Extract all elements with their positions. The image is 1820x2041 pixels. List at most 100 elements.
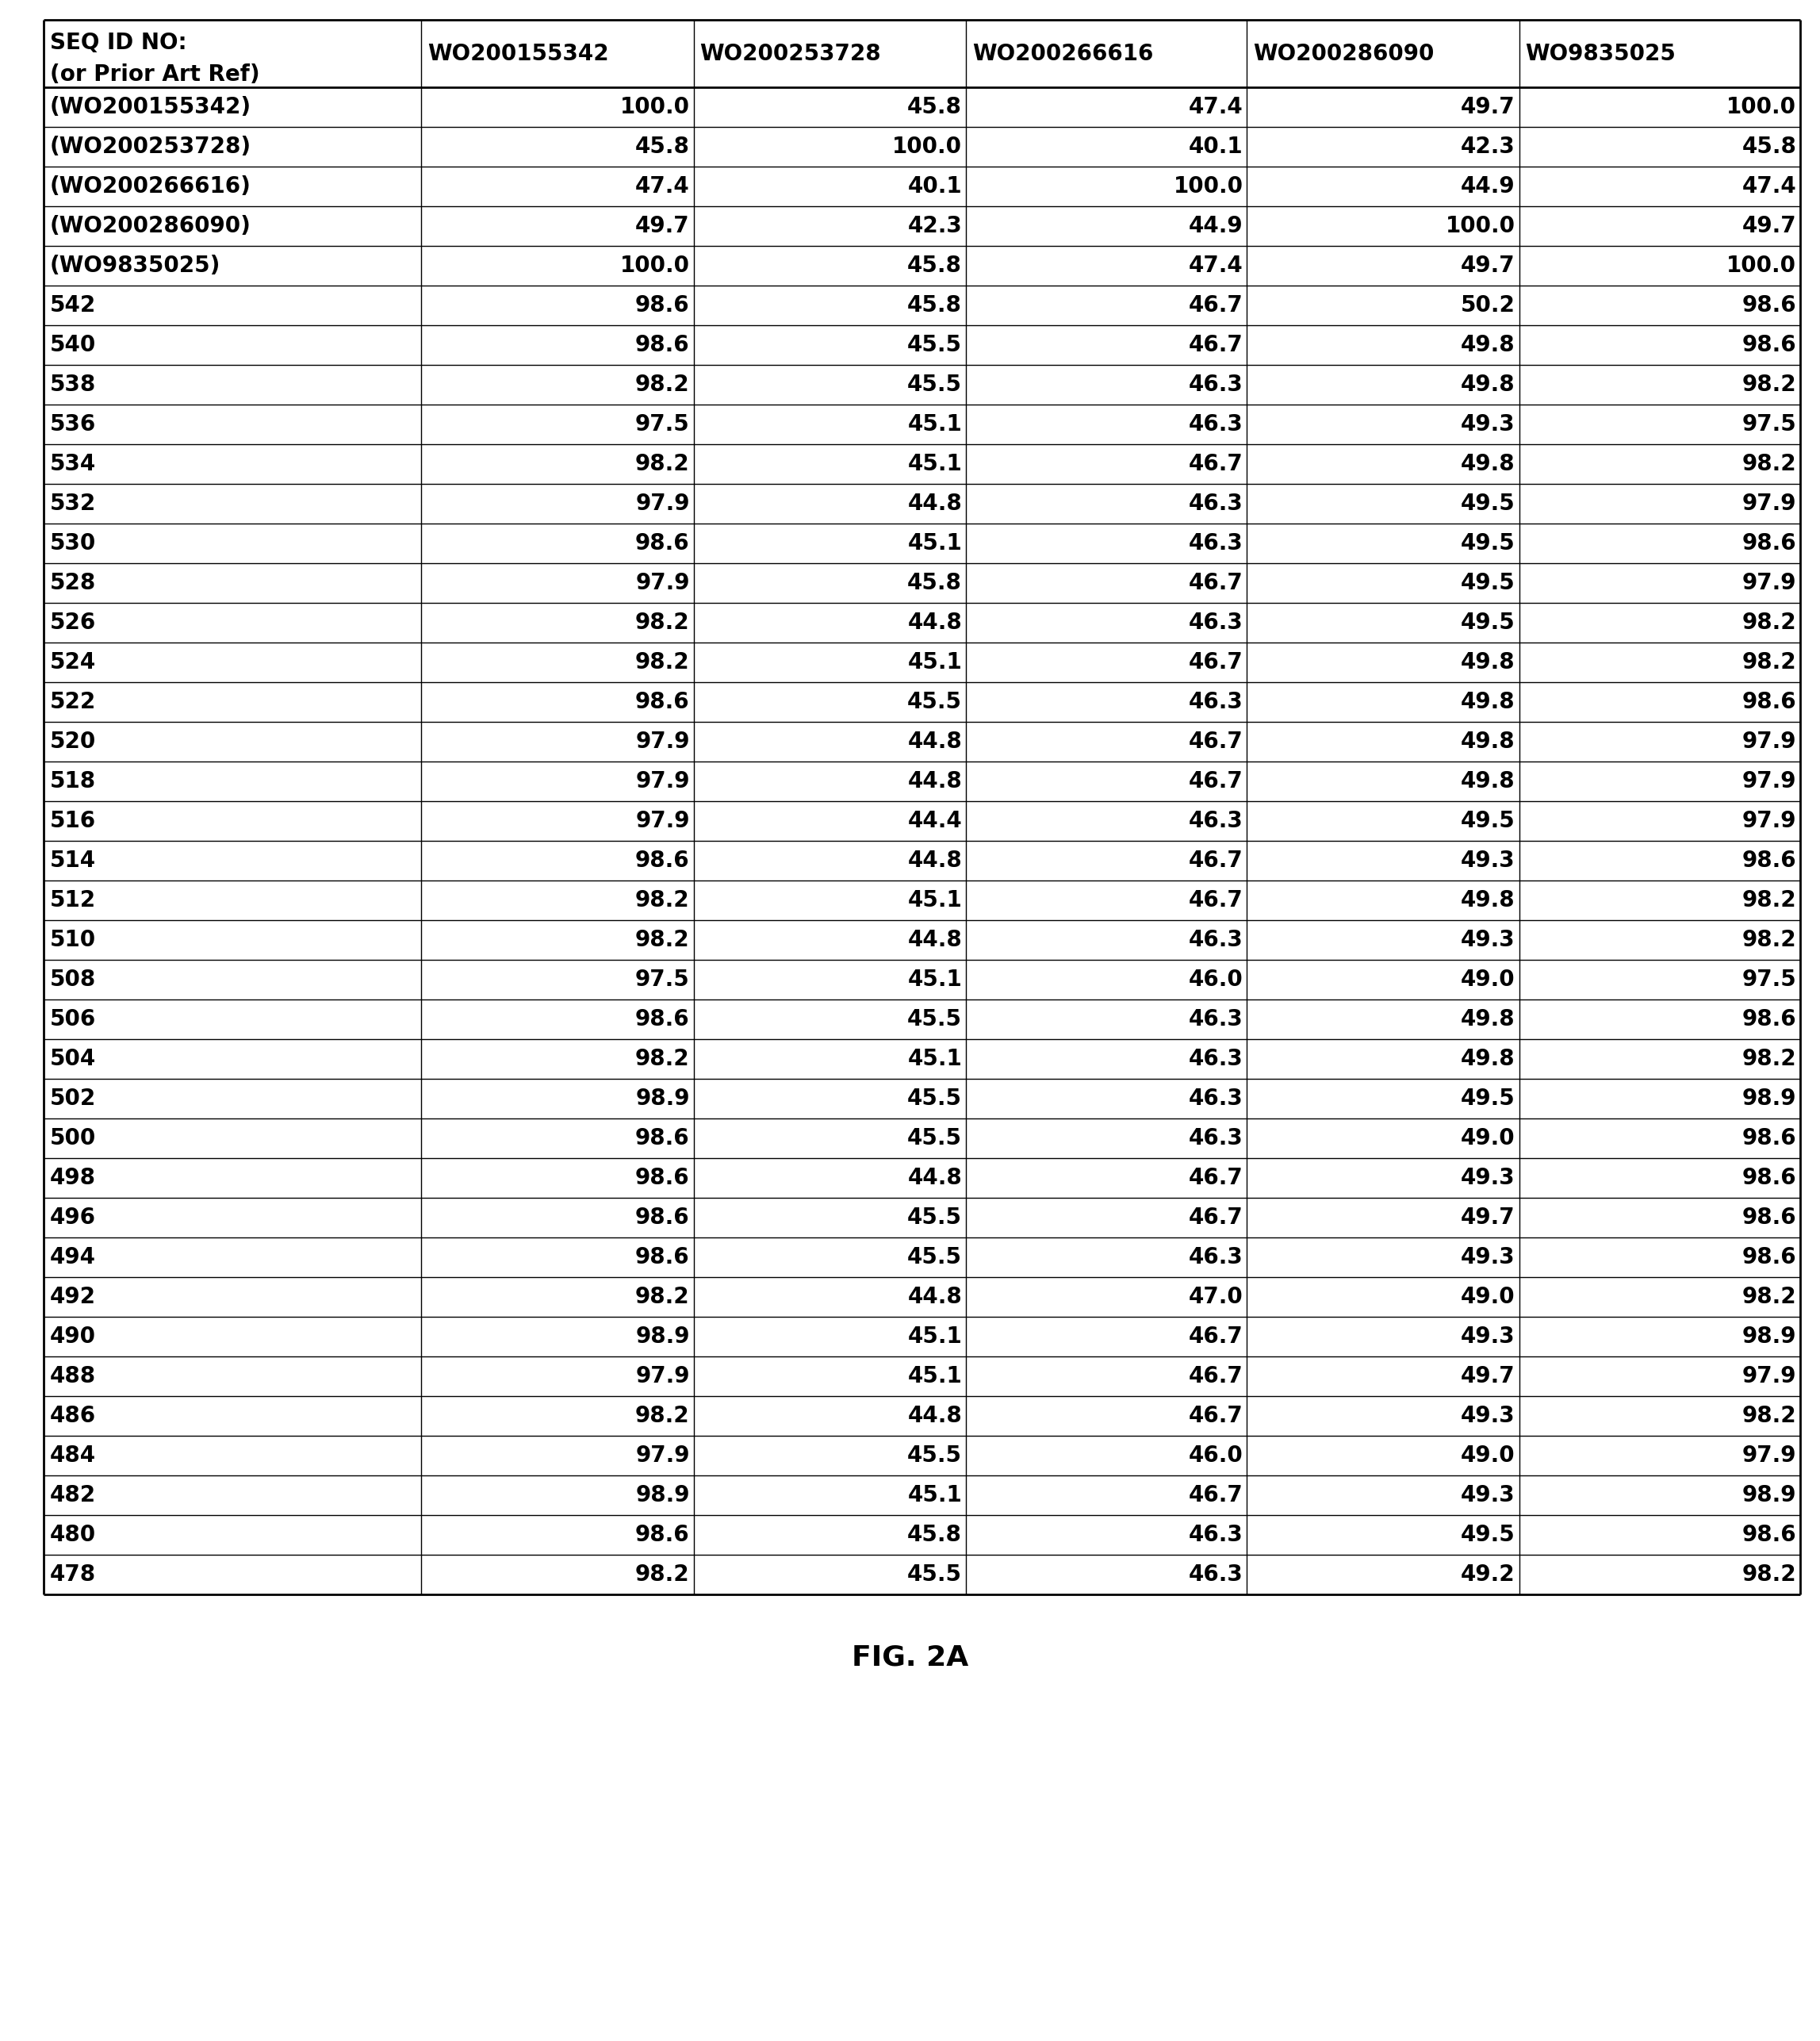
Text: 46.0: 46.0 [1188,969,1243,990]
Text: 502: 502 [49,1088,96,1110]
Text: 510: 510 [49,929,96,951]
Text: 540: 540 [49,335,96,357]
Text: 98.6: 98.6 [1742,1206,1796,1229]
Text: 98.2: 98.2 [1742,929,1796,951]
Text: 42.3: 42.3 [908,214,963,237]
Text: 49.7: 49.7 [635,214,690,237]
Text: 46.7: 46.7 [1188,335,1243,357]
Text: 45.8: 45.8 [908,96,963,118]
Text: 98.2: 98.2 [635,1286,690,1308]
Text: 98.2: 98.2 [635,612,690,635]
Text: 97.9: 97.9 [1742,1445,1796,1467]
Text: 46.7: 46.7 [1188,890,1243,912]
Text: 46.3: 46.3 [1188,1088,1243,1110]
Text: 49.7: 49.7 [1461,96,1516,118]
Text: 49.7: 49.7 [1461,1365,1516,1388]
Text: 98.9: 98.9 [635,1484,690,1506]
Text: 98.9: 98.9 [635,1325,690,1347]
Text: 44.8: 44.8 [908,929,963,951]
Text: 45.8: 45.8 [908,1525,963,1545]
Text: 49.7: 49.7 [1742,214,1796,237]
Text: 49.0: 49.0 [1461,969,1516,990]
Text: 97.9: 97.9 [635,810,690,833]
Text: 45.8: 45.8 [908,571,963,594]
Text: 45.5: 45.5 [908,335,963,357]
Text: 47.4: 47.4 [1188,255,1243,278]
Text: 49.3: 49.3 [1461,849,1516,872]
Text: 49.3: 49.3 [1461,1167,1516,1190]
Text: (WO200155342): (WO200155342) [49,96,251,118]
Text: (WO200286090): (WO200286090) [49,214,251,237]
Text: 534: 534 [49,453,96,476]
Text: 45.5: 45.5 [908,1008,963,1031]
Text: 97.9: 97.9 [635,571,690,594]
Text: 498: 498 [49,1167,96,1190]
Text: 46.7: 46.7 [1188,571,1243,594]
Text: 49.0: 49.0 [1461,1445,1516,1467]
Text: 98.6: 98.6 [1742,1525,1796,1545]
Text: 98.6: 98.6 [635,1247,690,1267]
Text: 98.6: 98.6 [1742,1008,1796,1031]
Text: 98.2: 98.2 [635,1563,690,1586]
Text: 45.5: 45.5 [908,1127,963,1149]
Text: 97.9: 97.9 [635,1365,690,1388]
Text: 45.1: 45.1 [908,533,963,555]
Text: (WO200266616): (WO200266616) [49,176,251,198]
Text: 98.6: 98.6 [1742,294,1796,316]
Text: 98.6: 98.6 [1742,692,1796,712]
Text: 98.6: 98.6 [635,692,690,712]
Text: WO200155342: WO200155342 [428,43,610,65]
Text: 49.3: 49.3 [1461,1484,1516,1506]
Text: 46.7: 46.7 [1188,1404,1243,1427]
Text: 97.5: 97.5 [635,969,690,990]
Text: 97.5: 97.5 [1742,412,1796,435]
Text: 98.6: 98.6 [635,1167,690,1190]
Text: 47.0: 47.0 [1188,1286,1243,1308]
Text: 98.6: 98.6 [635,1525,690,1545]
Text: 98.6: 98.6 [635,335,690,357]
Text: 508: 508 [49,969,96,990]
Text: 98.2: 98.2 [635,651,690,674]
Text: 532: 532 [49,492,96,514]
Text: 98.2: 98.2 [1742,1047,1796,1069]
Text: 49.0: 49.0 [1461,1286,1516,1308]
Text: 49.2: 49.2 [1461,1563,1516,1586]
Text: 97.9: 97.9 [635,492,690,514]
Text: 492: 492 [49,1286,96,1308]
Text: 97.9: 97.9 [635,1445,690,1467]
Text: 46.3: 46.3 [1188,1127,1243,1149]
Text: 44.8: 44.8 [908,1404,963,1427]
Text: 516: 516 [49,810,96,833]
Text: 46.0: 46.0 [1188,1445,1243,1467]
Text: 49.5: 49.5 [1461,533,1516,555]
Text: 46.3: 46.3 [1188,533,1243,555]
Text: 49.7: 49.7 [1461,255,1516,278]
Text: 98.2: 98.2 [1742,612,1796,635]
Text: 100.0: 100.0 [892,135,963,157]
Text: 45.1: 45.1 [908,412,963,435]
Text: 49.0: 49.0 [1461,1127,1516,1149]
Text: 100.0: 100.0 [621,255,690,278]
Text: 49.3: 49.3 [1461,1404,1516,1427]
Text: 49.3: 49.3 [1461,929,1516,951]
Text: WO200266616: WO200266616 [972,43,1154,65]
Text: 506: 506 [49,1008,96,1031]
Text: 46.3: 46.3 [1188,1525,1243,1545]
Text: 98.6: 98.6 [1742,849,1796,872]
Text: 514: 514 [49,849,96,872]
Text: 97.9: 97.9 [1742,810,1796,833]
Text: 45.1: 45.1 [908,969,963,990]
Text: 98.6: 98.6 [635,849,690,872]
Text: FIG. 2A: FIG. 2A [852,1645,968,1672]
Text: 98.6: 98.6 [635,1008,690,1031]
Text: 98.2: 98.2 [1742,1286,1796,1308]
Text: 49.8: 49.8 [1461,374,1516,396]
Text: 97.9: 97.9 [1742,731,1796,753]
Text: 45.8: 45.8 [635,135,690,157]
Text: 494: 494 [49,1247,96,1267]
Text: 45.1: 45.1 [908,1325,963,1347]
Text: 488: 488 [49,1365,96,1388]
Text: 98.2: 98.2 [635,929,690,951]
Text: 46.7: 46.7 [1188,1484,1243,1506]
Text: 98.6: 98.6 [635,294,690,316]
